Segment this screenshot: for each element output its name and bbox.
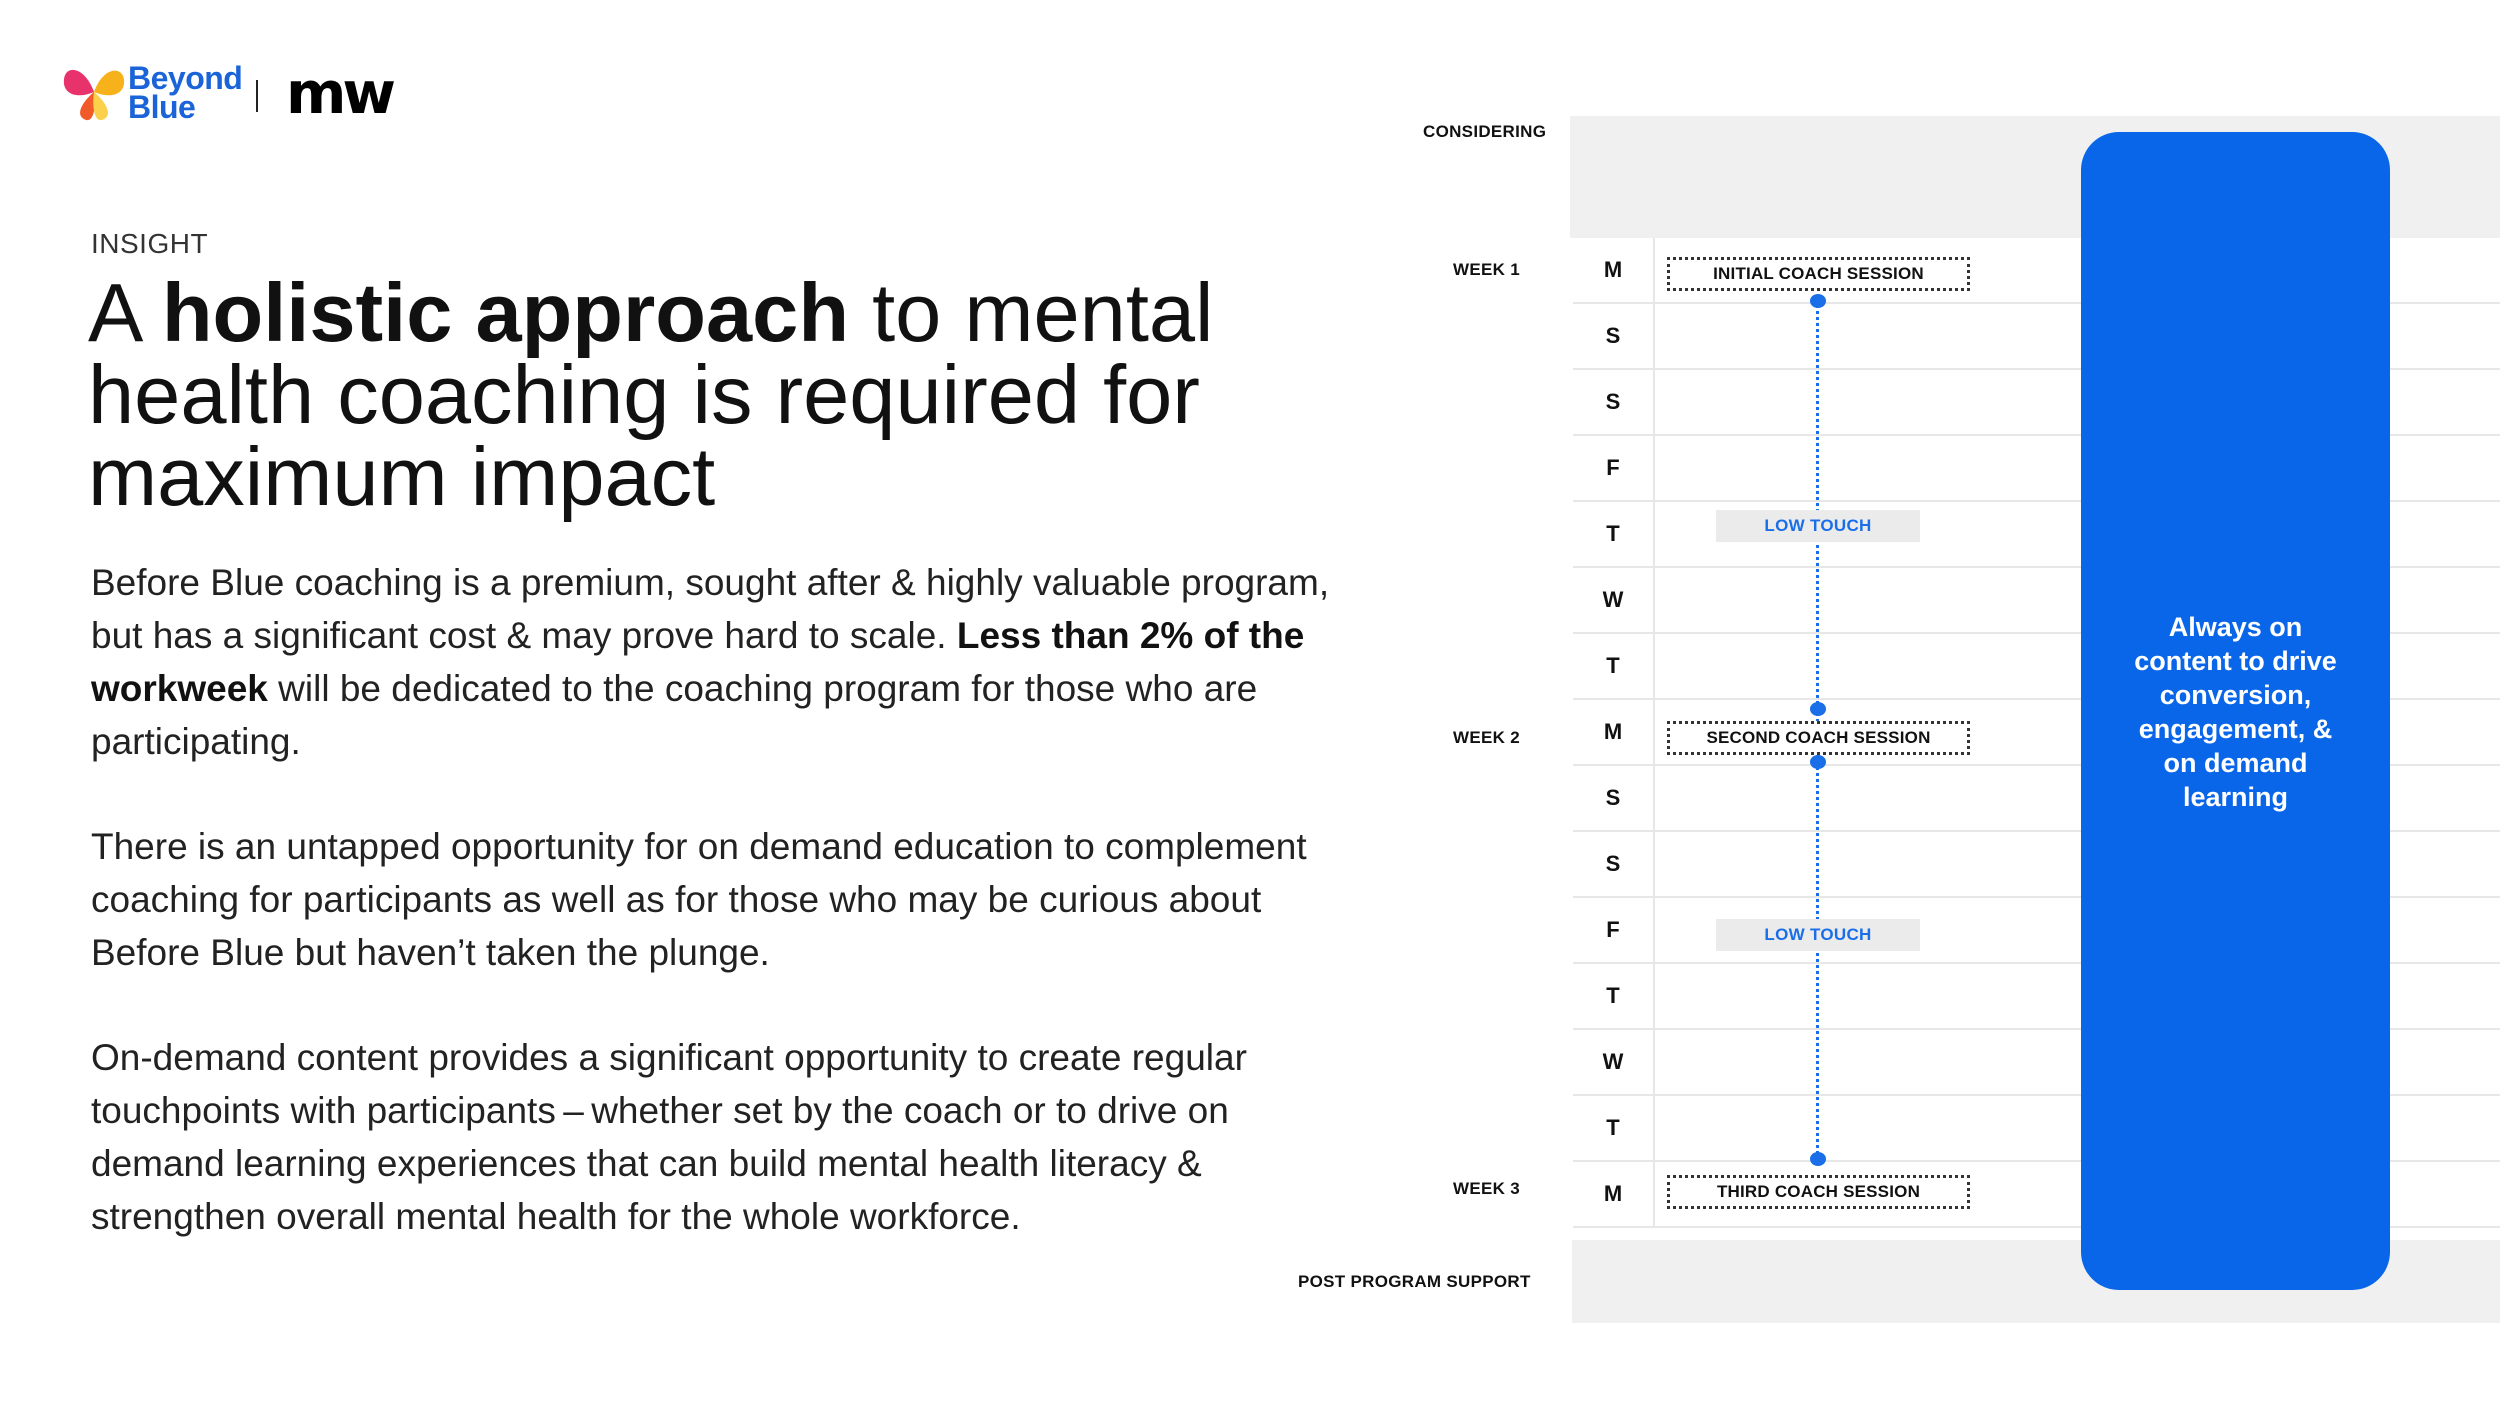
headline-pre: A (88, 266, 162, 359)
logo-line-2: Blue (128, 89, 196, 125)
day-label: T (1573, 502, 1655, 566)
day-row: S (1573, 304, 2500, 370)
paragraph-1: Before Blue coaching is a premium, sough… (91, 556, 1341, 768)
day-row: W (1573, 568, 2500, 634)
always-on-line: content to drive (2134, 646, 2337, 676)
always-on-content-text: Always on content to drive conversion, e… (2081, 610, 2390, 814)
day-row: T (1573, 634, 2500, 700)
week-label: WEEK 3 (1453, 1179, 1520, 1198)
always-on-line: Always on (2168, 612, 2303, 642)
always-on-content-pill (2081, 132, 2390, 1290)
paragraph-3: On-demand content provides a significant… (91, 1037, 1247, 1237)
day-row: F (1573, 436, 2500, 502)
day-label: F (1573, 436, 1655, 500)
day-label: W (1573, 1030, 1655, 1094)
day-label: S (1573, 370, 1655, 434)
low-touch-tag: LOW TOUCH (1716, 919, 1920, 951)
partner-logo: mw (286, 59, 396, 127)
coach-session: THIRD COACH SESSION (1667, 1175, 1970, 1209)
day-row: M (1573, 1162, 2500, 1228)
day-label: M (1573, 1162, 1655, 1226)
day-label: T (1573, 634, 1655, 698)
day-label: T (1573, 964, 1655, 1028)
logo-line-1: Beyond (128, 60, 243, 96)
day-row: M (1573, 238, 2500, 304)
low-touch-tag: LOW TOUCH (1716, 510, 1920, 542)
day-row: W (1573, 1030, 2500, 1096)
paragraph-1-text-a: Before Blue coaching is a premium, sough… (91, 562, 1330, 656)
always-on-line: learning (2182, 782, 2289, 812)
timeline-dot (1810, 755, 1826, 769)
beyond-blue-butterfly-icon (63, 69, 125, 121)
post-program-label: POST PROGRAM SUPPORT (1298, 1272, 1531, 1291)
day-label: S (1573, 304, 1655, 368)
week-label: WEEK 2 (1453, 728, 1520, 747)
section-eyebrow: INSIGHT (91, 228, 209, 259)
coach-session: SECOND COACH SESSION (1667, 721, 1970, 755)
week-label: WEEK 1 (1453, 260, 1520, 279)
paragraph-1-text-b: will be dedicated to the coaching progra… (91, 668, 1258, 762)
paragraph-1-bold: Less than 2% of the workweek (91, 615, 1305, 709)
day-row: T (1573, 502, 2500, 568)
day-row: S (1573, 766, 2500, 832)
timeline-dot (1810, 1152, 1826, 1166)
day-row: F (1573, 898, 2500, 964)
day-label: W (1573, 568, 1655, 632)
day-label: S (1573, 832, 1655, 896)
day-label: M (1573, 238, 1655, 302)
day-label: F (1573, 898, 1655, 962)
timeline-dot (1810, 294, 1826, 308)
page-title: A holistic approach to mental health coa… (88, 271, 1348, 518)
paragraph-2: There is an untapped opportunity for on … (91, 826, 1307, 973)
day-label: S (1573, 766, 1655, 830)
always-on-line: conversion, (2159, 680, 2312, 710)
timeline-dot (1810, 702, 1826, 716)
always-on-line: engagement, & (2138, 714, 2333, 744)
day-row: T (1573, 964, 2500, 1030)
day-label: T (1573, 1096, 1655, 1160)
headline-post: to mental health coaching is required fo… (88, 266, 1214, 523)
day-row: S (1573, 832, 2500, 898)
always-on-line: on demand (2163, 748, 2308, 778)
day-row: T (1573, 1096, 2500, 1162)
considering-label: CONSIDERING (1423, 122, 1547, 141)
headline-bold: holistic approach (161, 266, 850, 359)
logo-divider (256, 80, 258, 112)
day-label: M (1573, 700, 1655, 764)
day-row: S (1573, 370, 2500, 436)
day-row: M (1573, 700, 2500, 766)
coach-session: INITIAL COACH SESSION (1667, 257, 1970, 291)
beyond-blue-logo: Beyond Blue (128, 60, 243, 125)
